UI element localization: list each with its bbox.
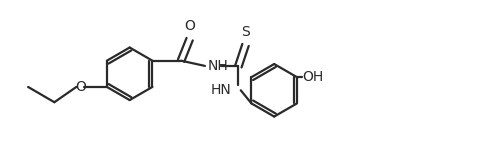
Text: O: O <box>75 80 86 94</box>
Text: S: S <box>241 25 250 39</box>
Text: HN: HN <box>210 83 231 97</box>
Text: OH: OH <box>303 70 324 84</box>
Text: NH: NH <box>207 59 228 73</box>
Text: O: O <box>184 20 195 33</box>
